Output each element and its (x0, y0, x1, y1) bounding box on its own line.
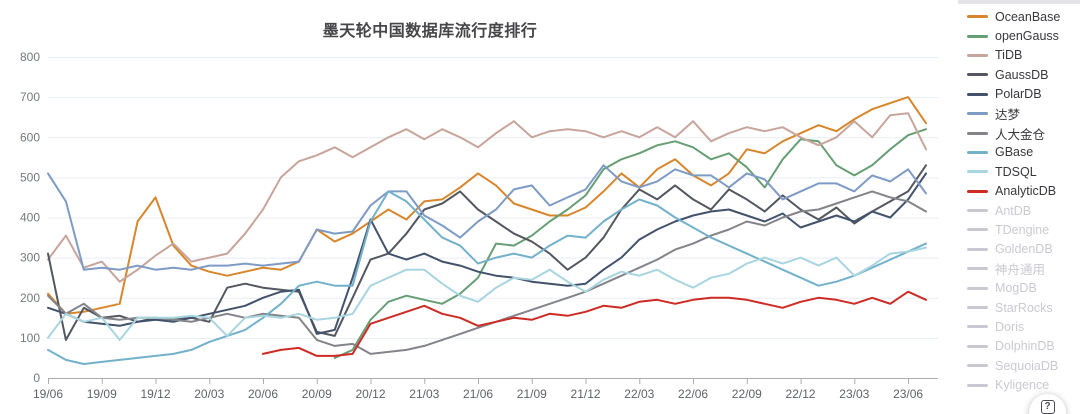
legend-label-dolphindb: DolphinDB (995, 339, 1055, 354)
x-tick-label: 19/12 (140, 387, 170, 401)
legend-item-gbase[interactable]: GBase (967, 143, 1060, 162)
series-line-analyticdb (262, 290, 927, 357)
legend-label-antdb: AntDB (995, 203, 1032, 218)
series-line-tidb (47, 112, 927, 283)
legend-item-oceanbase[interactable]: OceanBase (967, 7, 1060, 26)
legend-label-renda-jincang: 人大金仓 (995, 127, 1046, 142)
legend-item-goldendb[interactable]: GoldenDB (967, 240, 1060, 259)
legend-item-tdsql[interactable]: TDSQL (967, 162, 1060, 181)
legend-label-doris: Doris (995, 319, 1025, 334)
legend-label-tidb: TiDB (995, 48, 1023, 63)
x-tick-label: 21/06 (463, 387, 493, 401)
legend-swatch-renda-jincang (967, 131, 988, 135)
series-line-oceanbase (47, 96, 927, 315)
legend-item-polardb[interactable]: PolarDB (967, 85, 1060, 104)
y-tick-label: 800 (20, 50, 40, 64)
legend-swatch-kyligence (967, 383, 988, 387)
legend-swatch-mogdb (967, 286, 988, 290)
legend-swatch-gaussdb (967, 73, 988, 77)
x-tick-label: 22/09 (732, 387, 762, 401)
legend-swatch-shenzhou-tongyong (967, 267, 988, 271)
legend-swatch-sequoiadb (967, 364, 988, 368)
legend-swatch-oceanbase (967, 15, 988, 19)
legend-swatch-starrocks (967, 306, 988, 310)
y-tick-label: 400 (20, 211, 40, 225)
legend-label-mogdb: MogDB (995, 281, 1037, 296)
x-tick-label: 22/06 (678, 387, 708, 401)
series-line-tdsql (47, 246, 927, 341)
y-tick-label: 600 (20, 130, 40, 144)
legend-label-tdengine: TDengine (995, 222, 1050, 237)
y-tick-label: 700 (20, 90, 40, 104)
x-tick-label: 22/12 (786, 387, 816, 401)
legend: OceanBase openGauss TiDB GaussDB PolarDB 达梦人大… (967, 7, 1060, 395)
legend-label-opengauss: openGauss (995, 29, 1059, 44)
x-tick-label: 20/12 (356, 387, 386, 401)
legend-label-kyligence: Kyligence (995, 378, 1050, 393)
legend-label-shenzhou-tongyong: 神舟通用 (995, 263, 1046, 278)
legend-item-dameng[interactable]: 达梦 (967, 104, 1060, 123)
legend-label-oceanbase: OceanBase (995, 9, 1061, 24)
x-tick-label: 20/09 (302, 387, 332, 401)
y-tick-label: 200 (20, 291, 40, 305)
legend-item-renda-jincang[interactable]: 人大金仓 (967, 123, 1060, 142)
legend-label-dameng: 达梦 (995, 108, 1021, 123)
legend-item-starrocks[interactable]: StarRocks (967, 298, 1060, 317)
x-tick-label: 20/06 (248, 387, 278, 401)
series-line-opengauss (333, 128, 927, 359)
x-tick-label: 21/09 (517, 387, 547, 401)
series-line-gbase (47, 190, 927, 365)
legend-label-starrocks: StarRocks (995, 300, 1053, 315)
x-tick-label: 22/03 (624, 387, 654, 401)
x-tick-label: 23/06 (893, 387, 923, 401)
legend-item-mogdb[interactable]: MogDB (967, 278, 1060, 297)
legend-item-doris[interactable]: Doris (967, 317, 1060, 336)
x-tick-label: 21/03 (409, 387, 439, 401)
legend-label-sequoiadb: SequoiaDB (995, 358, 1059, 373)
legend-swatch-doris (967, 325, 988, 329)
legend-item-opengauss[interactable]: openGauss (967, 26, 1060, 45)
y-tick-label: 300 (20, 251, 40, 265)
legend-swatch-antdb (967, 209, 988, 213)
chart-title: 墨天轮中国数据库流行度排行 (322, 23, 538, 40)
series-line-dameng (47, 164, 927, 271)
legend-label-gaussdb: GaussDB (995, 67, 1049, 82)
legend-item-analyticdb[interactable]: AnalyticDB (967, 182, 1060, 201)
y-tick-label: 100 (20, 331, 40, 345)
legend-swatch-tdengine (967, 228, 988, 232)
legend-item-dolphindb[interactable]: DolphinDB (967, 337, 1060, 356)
x-tick-label: 21/12 (571, 387, 601, 401)
y-tick-label: 0 (33, 371, 40, 385)
legend-label-polardb: PolarDB (995, 87, 1042, 102)
legend-swatch-analyticdb (967, 189, 988, 193)
legend-item-shenzhou-tongyong[interactable]: 神舟通用 (967, 259, 1060, 278)
legend-label-gbase: GBase (995, 145, 1034, 160)
legend-swatch-tdsql (967, 170, 988, 174)
legend-item-gaussdb[interactable]: GaussDB (967, 65, 1060, 84)
y-tick-label: 500 (20, 170, 40, 184)
legend-item-tdengine[interactable]: TDengine (967, 220, 1060, 239)
help-icon: ? (1040, 400, 1055, 414)
legend-item-tidb[interactable]: TiDB (967, 46, 1060, 65)
legend-label-tdsql: TDSQL (995, 164, 1037, 179)
legend-swatch-dameng (967, 112, 988, 116)
legend-swatch-tidb (967, 53, 988, 57)
legend-item-sequoiadb[interactable]: SequoiaDB (967, 356, 1060, 375)
legend-swatch-polardb (967, 92, 988, 96)
legend-item-kyligence[interactable]: Kyligence (967, 375, 1060, 394)
x-tick-label: 23/03 (839, 387, 869, 401)
legend-item-antdb[interactable]: AntDB (967, 201, 1060, 220)
x-tick-label: 20/03 (194, 387, 224, 401)
x-tick-label: 19/06 (33, 387, 63, 401)
legend-label-goldendb: GoldenDB (995, 242, 1053, 257)
scrollbar-fragment (958, 0, 1080, 4)
x-tick-label: 19/09 (87, 387, 117, 401)
legend-swatch-opengauss (967, 34, 988, 38)
legend-swatch-goldendb (967, 247, 988, 251)
legend-swatch-dolphindb (967, 344, 988, 348)
legend-label-analyticdb: AnalyticDB (995, 184, 1057, 199)
legend-swatch-gbase (967, 150, 988, 154)
